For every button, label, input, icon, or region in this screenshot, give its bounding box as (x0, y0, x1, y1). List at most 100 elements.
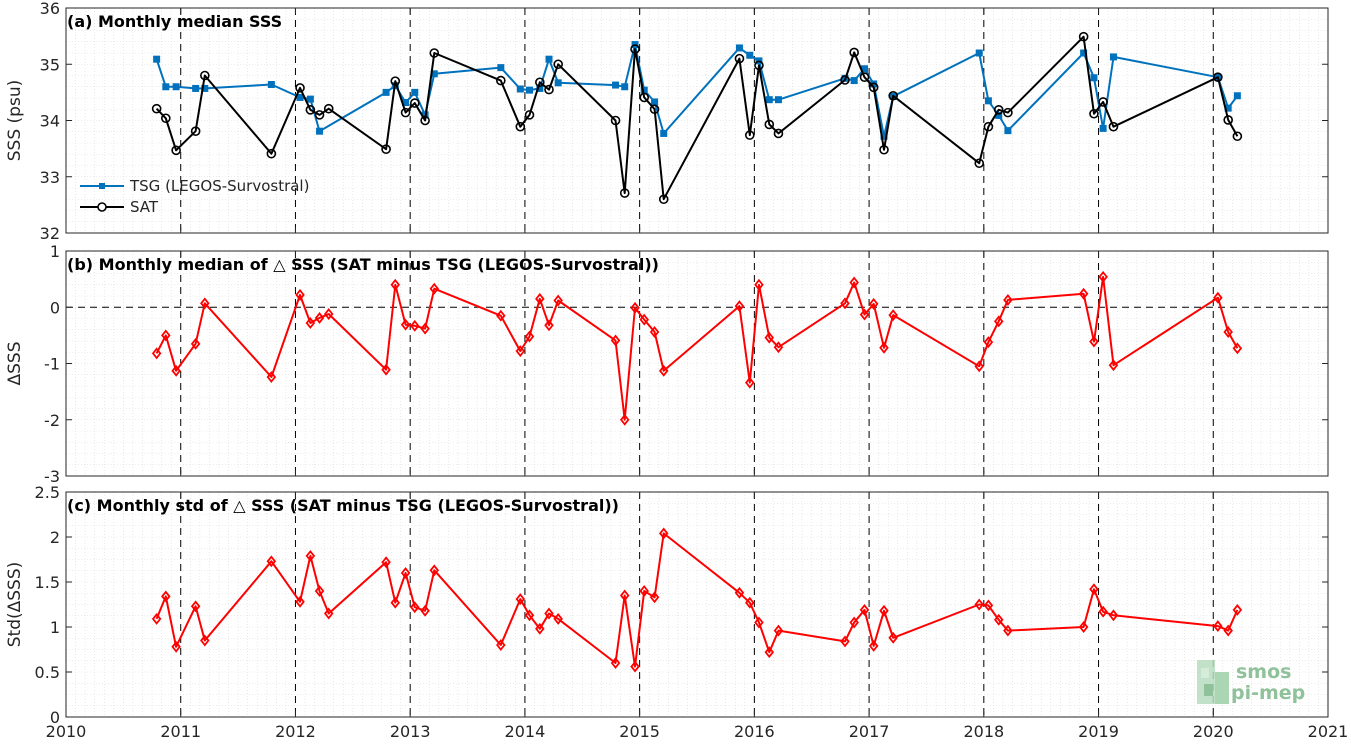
data-point (983, 121, 994, 132)
data-point (765, 96, 773, 104)
data-point (516, 85, 524, 93)
grid-c (66, 492, 1328, 717)
data-point (524, 609, 535, 622)
data-point (1233, 92, 1241, 100)
data-point (879, 144, 889, 155)
y-tick-label: 1.5 (35, 573, 60, 592)
data-point (1109, 53, 1117, 61)
panel-c-std-delta-sss: 0 0.5 1 1.5 2 2.5 2010 2011 2012 2013 2014 2015 2016… (5, 483, 1348, 741)
data-point (619, 589, 630, 602)
data-point (879, 341, 889, 354)
data-point (658, 194, 669, 205)
data-point (1098, 605, 1108, 618)
data-point (1213, 620, 1223, 633)
data-point (266, 148, 277, 159)
data-point (975, 49, 983, 57)
data-point (390, 76, 401, 86)
data-point (544, 84, 554, 95)
data-point (735, 44, 743, 52)
data-point (409, 98, 420, 108)
data-point (400, 107, 411, 118)
data-point (535, 622, 545, 635)
data-point (171, 640, 181, 653)
data-point (296, 93, 304, 101)
y-tick-label: 36 (40, 0, 60, 18)
y-axis-label: Std(ΔSSS) (5, 562, 25, 648)
data-point (658, 364, 669, 377)
data-point (305, 317, 316, 329)
data-point (429, 564, 440, 577)
data-point (859, 72, 870, 82)
data-point (754, 278, 764, 291)
legend-label: TSG (LEGOS-Survostral) (129, 177, 309, 195)
data-point (429, 48, 440, 58)
x-tick-label: 2018 (963, 722, 1004, 741)
data-point (266, 555, 277, 568)
y-tick-label: 1 (50, 618, 60, 637)
data-point (1232, 131, 1243, 142)
y-tick-label: 33 (40, 168, 60, 187)
data-point (151, 612, 162, 625)
data-point (496, 309, 506, 322)
y-tick-label: -3 (44, 467, 60, 486)
y-tick-label: -2 (44, 411, 60, 430)
data-point (868, 639, 879, 652)
data-point (1078, 287, 1089, 300)
data-point (773, 341, 784, 354)
x-tick-label: 2014 (505, 722, 546, 741)
data-point (151, 103, 162, 114)
data-point (200, 297, 210, 310)
data-point (660, 129, 668, 137)
legend: TSG (LEGOS-Survostral) SAT (80, 177, 309, 216)
y-axis-label: SSS (psu) (5, 80, 25, 161)
data-point (381, 556, 391, 569)
data-point (316, 127, 324, 135)
data-point (314, 311, 325, 324)
data-point (610, 115, 621, 126)
data-point (888, 309, 898, 322)
data-point (658, 527, 669, 540)
data-point (161, 329, 171, 342)
data-point (619, 413, 630, 426)
x-tick-label: 2017 (849, 722, 890, 741)
data-point (1108, 609, 1119, 622)
x-tick-label: 2012 (275, 722, 316, 741)
data-point (1090, 74, 1098, 82)
data-point (764, 331, 775, 344)
data-point (1089, 335, 1099, 348)
data-point (754, 616, 764, 629)
data-point (390, 278, 401, 291)
data-point (524, 330, 535, 343)
data-point (381, 363, 391, 376)
data-point (524, 110, 535, 120)
data-point (1089, 583, 1099, 596)
data-point (496, 75, 506, 86)
x-tick-label: 2010 (46, 722, 87, 741)
data-point (535, 77, 545, 88)
data-point (295, 288, 305, 301)
data-point (162, 83, 170, 91)
data-point (639, 92, 650, 103)
data-point (554, 79, 562, 87)
data-point (323, 103, 334, 114)
axes-frame-c (65, 491, 1329, 718)
y-tick-label: 1 (50, 242, 60, 261)
data-point (734, 53, 745, 64)
data-point (190, 337, 201, 350)
data-point (1108, 359, 1119, 372)
data-point (390, 596, 401, 609)
x-tick-label: 2019 (1078, 722, 1119, 741)
data-point (888, 631, 898, 644)
data-point (621, 83, 629, 91)
data-point (553, 294, 563, 307)
y-tick-label: -1 (44, 355, 60, 374)
data-point (190, 126, 201, 136)
data-point (496, 639, 506, 651)
data-point (850, 77, 858, 85)
data-point (1232, 603, 1243, 616)
y-tick-label: 0.5 (35, 663, 60, 682)
data-point (745, 376, 755, 389)
data-point (161, 590, 171, 603)
y-tick-label: 2 (50, 528, 60, 547)
